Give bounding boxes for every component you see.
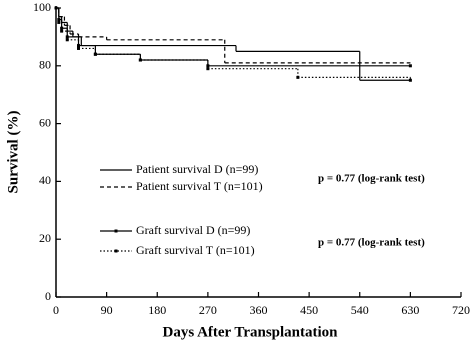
marker — [206, 67, 210, 71]
x-tick-label: 540 — [351, 303, 369, 317]
y-tick-label: 60 — [39, 115, 51, 129]
x-axis-label: Days After Transplantation — [162, 324, 338, 340]
marker — [60, 26, 64, 30]
marker — [296, 75, 300, 79]
marker — [206, 64, 210, 68]
marker — [65, 38, 69, 42]
legend-label: Graft survival D (n=99) — [136, 223, 250, 237]
legend-label: Patient survival T (n=101) — [136, 179, 263, 193]
legend-marker — [114, 249, 118, 253]
legend-marker — [114, 229, 118, 233]
y-tick-label: 80 — [39, 58, 51, 72]
x-tick-label: 180 — [148, 303, 166, 317]
x-tick-label: 630 — [401, 303, 419, 317]
annotation: p = 0.77 (log-rank test) — [318, 173, 425, 185]
marker — [93, 52, 97, 56]
marker — [57, 20, 61, 24]
y-tick-label: 100 — [33, 0, 51, 14]
x-tick-label: 450 — [300, 303, 318, 317]
y-axis-label: Survival (%) — [5, 111, 21, 194]
x-tick-label: 90 — [101, 303, 113, 317]
marker — [77, 44, 80, 48]
legend-label: Graft survival T (n=101) — [136, 243, 255, 257]
marker — [77, 46, 80, 50]
marker — [65, 35, 69, 39]
x-tick-label: 0 — [53, 303, 59, 317]
x-tick-label: 270 — [199, 303, 217, 317]
marker — [408, 64, 412, 68]
marker — [60, 29, 64, 33]
marker — [138, 58, 142, 62]
legend-label: Patient survival D (n=99) — [136, 162, 258, 176]
marker — [54, 6, 58, 10]
x-tick-label: 360 — [250, 303, 268, 317]
annotation: p = 0.77 (log-rank test) — [318, 237, 425, 249]
marker — [408, 78, 412, 82]
y-tick-label: 20 — [39, 231, 51, 245]
x-tick-label: 720 — [452, 303, 470, 317]
y-tick-label: 0 — [45, 289, 51, 303]
y-tick-label: 40 — [39, 173, 51, 187]
